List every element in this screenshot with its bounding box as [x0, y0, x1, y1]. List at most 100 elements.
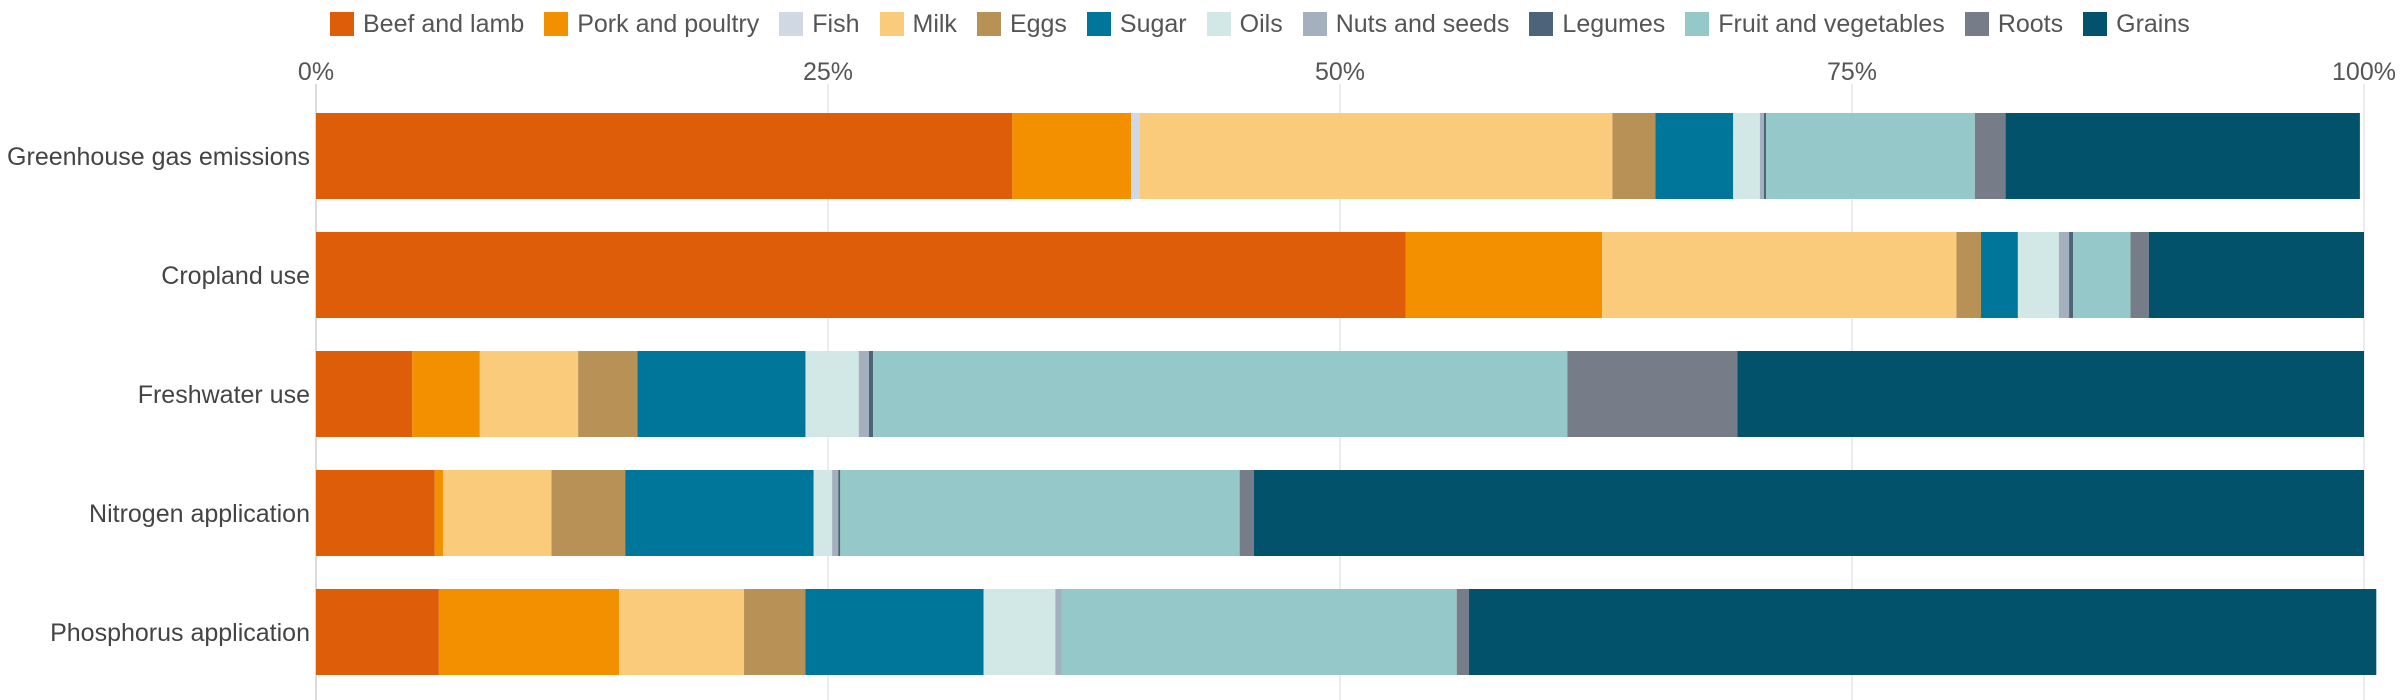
x-axis-ticks: 0% 25% 50% 75% 100%	[298, 58, 2396, 86]
bar-segment-oils[interactable]	[805, 351, 859, 437]
legend-label: Milk	[912, 9, 957, 38]
category-labels: Greenhouse gas emissions Cropland use Fres…	[7, 143, 310, 647]
bar-segment-beef-and-lamb[interactable]	[316, 113, 1013, 199]
bars	[316, 113, 2377, 675]
legend-swatch	[976, 12, 1001, 36]
legend-swatch	[1685, 12, 1710, 36]
bar-segment-sugar[interactable]	[625, 470, 814, 556]
bar-segment-oils[interactable]	[813, 470, 833, 556]
bar-segment-pork-and-poultry[interactable]	[1012, 113, 1132, 199]
category-label: Nitrogen application	[89, 500, 310, 528]
bar-segment-milk[interactable]	[619, 589, 745, 675]
bar-segment-sugar[interactable]	[1981, 232, 2018, 318]
x-tick-label: 75%	[1827, 58, 1877, 86]
legend-item-legumes[interactable]: Legumes	[1529, 10, 1665, 39]
bar-segment-fruit-and-vegetables[interactable]	[2073, 232, 2131, 318]
bar-segment-grains[interactable]	[2148, 232, 2364, 318]
bar-segment-grains[interactable]	[1253, 470, 2364, 556]
x-tick-label: 100%	[2332, 58, 2396, 86]
legend-swatch	[1206, 12, 1231, 36]
bar-segment-pork-and-poultry[interactable]	[434, 470, 443, 556]
bar-segment-eggs[interactable]	[551, 470, 626, 556]
bar-segment-roots[interactable]	[1239, 470, 1254, 556]
legend-swatch	[1529, 12, 1554, 36]
bar-segment-pork-and-poultry[interactable]	[412, 351, 480, 437]
bar-segment-legumes[interactable]	[2069, 232, 2074, 318]
legend-label: Sugar	[1119, 9, 1187, 38]
bar-segment-beef-and-lamb[interactable]	[316, 589, 439, 675]
legend-item-fish[interactable]: Fish	[779, 9, 860, 39]
legend-item-oils[interactable]: Oils	[1206, 9, 1283, 39]
bar-segment-nuts-and-seeds[interactable]	[1055, 589, 1062, 675]
legend-label: Fish	[812, 9, 860, 38]
bar-segment-oils[interactable]	[983, 589, 1056, 675]
bar-segment-pork-and-poultry[interactable]	[1405, 232, 1603, 318]
legend-item-beef-and-lamb[interactable]: Beef and lamb	[330, 10, 524, 39]
legend-item-pork-and-poultry[interactable]: Pork and poultry	[544, 10, 759, 39]
bar-segment-milk[interactable]	[442, 470, 552, 556]
x-tick-label: 25%	[803, 58, 853, 86]
legend-swatch	[1302, 12, 1327, 36]
bar-segment-roots[interactable]	[2130, 232, 2149, 318]
bar-segment-nuts-and-seeds[interactable]	[832, 470, 839, 556]
bar-segment-grains[interactable]	[1737, 351, 2364, 437]
x-tick-label: 0%	[298, 58, 334, 86]
bar-segment-beef-and-lamb[interactable]	[316, 470, 435, 556]
bar-segment-beef-and-lamb[interactable]	[316, 232, 1406, 318]
legend-label: Oils	[1239, 9, 1283, 38]
bar-segment-nuts-and-seeds[interactable]	[2058, 232, 2070, 318]
legend-swatch	[779, 12, 804, 36]
bar-segment-fruit-and-vegetables[interactable]	[1765, 113, 1975, 199]
legend-item-fruit-and-vegetables[interactable]: Fruit and vegetables	[1685, 10, 1945, 39]
legend-item-milk[interactable]: Milk	[879, 9, 957, 39]
legend-label: Beef and lamb	[363, 9, 525, 38]
x-tick-label: 50%	[1315, 58, 1365, 86]
legend-item-grains[interactable]: Grains	[2083, 10, 2190, 39]
legend-item-sugar[interactable]: Sugar	[1086, 9, 1187, 39]
bar-segment-nuts-and-seeds[interactable]	[1759, 113, 1764, 199]
bar-segment-beef-and-lamb[interactable]	[316, 351, 413, 437]
bar-segment-legumes[interactable]	[868, 351, 874, 437]
legend-label: Eggs	[1009, 9, 1067, 38]
bar-segment-sugar[interactable]	[805, 589, 984, 675]
bar-segment-milk[interactable]	[1139, 113, 1613, 199]
bar-segment-eggs[interactable]	[578, 351, 638, 437]
bar-segment-oils[interactable]	[2017, 232, 2059, 318]
legend-label: Nuts and seeds	[1335, 9, 1510, 38]
bar-segment-milk[interactable]	[1602, 232, 1957, 318]
legend-item-nuts-and-seeds[interactable]: Nuts and seeds	[1302, 9, 1510, 39]
bar-segment-nuts-and-seeds[interactable]	[858, 351, 869, 437]
bar-segment-legumes[interactable]	[838, 470, 841, 556]
legend-label: Roots	[1997, 9, 2064, 38]
legend-item-eggs[interactable]: Eggs	[976, 9, 1067, 39]
legend-item-roots[interactable]: Roots	[1964, 9, 2064, 39]
legend-swatch	[879, 12, 904, 36]
bar-segment-grains[interactable]	[2005, 113, 2360, 199]
legend-swatch	[1086, 12, 1111, 36]
bar-segment-fish[interactable]	[1131, 113, 1140, 199]
category-label: Freshwater use	[138, 381, 310, 409]
category-label: Cropland use	[161, 262, 310, 290]
bar-segment-milk[interactable]	[479, 351, 579, 437]
bar-segment-roots[interactable]	[1974, 113, 2006, 199]
bar-segment-fruit-and-vegetables[interactable]	[840, 470, 1240, 556]
bar-segment-sugar[interactable]	[637, 351, 806, 437]
bar-segment-pork-and-poultry[interactable]	[438, 589, 620, 675]
bar-segment-eggs[interactable]	[744, 589, 806, 675]
category-label: Phosphorus application	[50, 619, 310, 647]
bar-segment-roots[interactable]	[1567, 351, 1738, 437]
legend-swatch	[544, 12, 569, 36]
bar-segment-eggs[interactable]	[1956, 232, 1982, 318]
bar-segment-legumes[interactable]	[1763, 113, 1766, 199]
bar-segment-fruit-and-vegetables[interactable]	[873, 351, 1568, 437]
legend-swatch	[1964, 12, 1989, 36]
legend-swatch	[2083, 12, 2108, 36]
bar-segment-fruit-and-vegetables[interactable]	[1061, 589, 1457, 675]
bar-segment-oils[interactable]	[1733, 113, 1760, 199]
bar-segment-grains[interactable]	[1469, 589, 2377, 675]
legend-label: Pork and poultry	[577, 9, 760, 38]
bar-segment-eggs[interactable]	[1612, 113, 1656, 199]
bar-segment-roots[interactable]	[1456, 589, 1470, 675]
bar-segment-sugar[interactable]	[1655, 113, 1734, 199]
